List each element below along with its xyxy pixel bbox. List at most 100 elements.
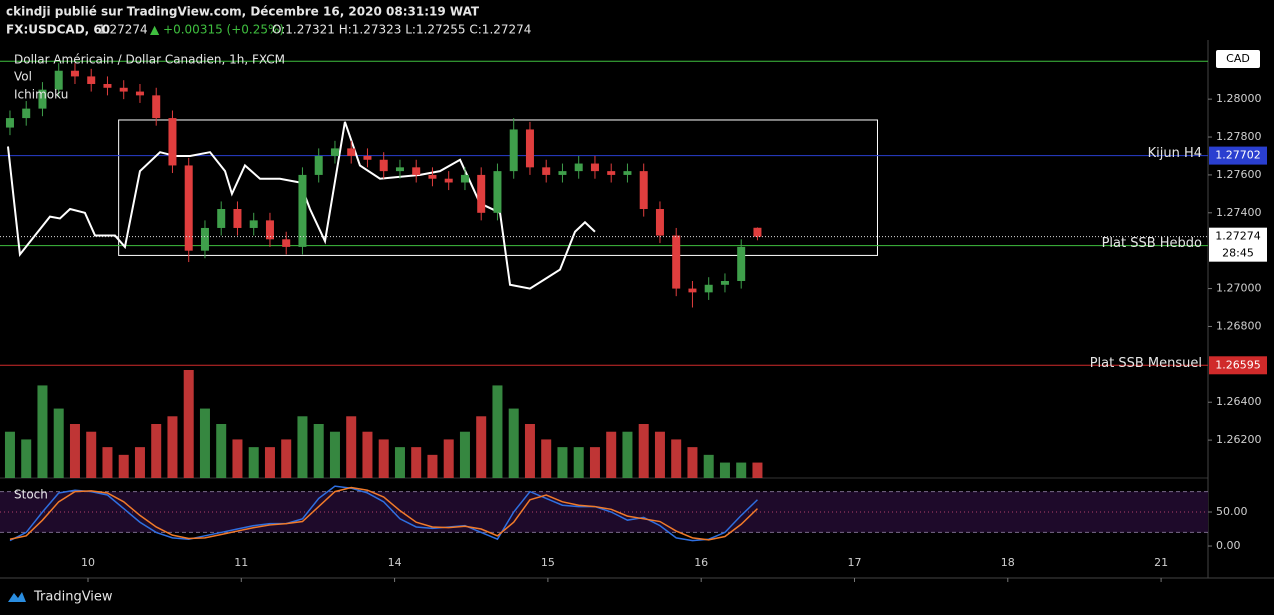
candle-body (753, 227, 762, 237)
candle-body (525, 129, 534, 168)
level-label: Kijun H4 (1148, 146, 1202, 161)
volume-bar (671, 439, 682, 478)
volume-bar (216, 424, 227, 478)
last-price-tag (1209, 227, 1267, 262)
candle-body (119, 87, 128, 92)
volume-bar (21, 439, 32, 478)
level-tag (1209, 146, 1267, 165)
x-tick-label: 16 (694, 556, 708, 569)
volume-bar (524, 424, 535, 478)
volume-bar (427, 454, 438, 478)
chart-title: Dollar Américain / Dollar Canadien, 1h, … (14, 53, 285, 67)
level-label: Plat SSB Hebdo (1102, 236, 1202, 251)
candle-body (233, 209, 242, 228)
volume-bar (541, 439, 552, 478)
x-tick-label: 10 (81, 556, 95, 569)
volume-bar (606, 431, 617, 478)
y-tick-label: 1.26400 (1216, 395, 1262, 408)
volume-bar (752, 462, 763, 478)
y-tick-label: 1.27000 (1216, 282, 1262, 295)
price: 1.27274 (98, 23, 148, 37)
candle-body (704, 284, 713, 293)
volume-bar (313, 424, 324, 478)
candle-body (509, 129, 518, 172)
candle-body (103, 83, 112, 88)
volume-bar (638, 424, 649, 478)
legend-entry: Ichimoku (14, 88, 68, 102)
footer-brand: TradingView (33, 590, 113, 605)
volume-bar (4, 431, 15, 478)
volume-bar (199, 408, 210, 478)
candle-body (282, 239, 291, 247)
x-tick-label: 15 (541, 556, 555, 569)
volume-bar (102, 447, 113, 478)
volume-bar (53, 408, 64, 478)
candle-body (168, 118, 177, 166)
currency-badge (1216, 50, 1260, 68)
publish-line: ckindji publié sur TradingView.com, Déce… (6, 5, 480, 19)
candle-body (639, 171, 648, 210)
candle-body (22, 108, 31, 119)
stoch-tick-label: 50.00 (1216, 505, 1248, 518)
chikou-line (6, 121, 596, 290)
symbol: FX:USDCAD, 60 (6, 23, 110, 37)
candle-body (87, 76, 96, 84)
candle-body (70, 70, 79, 77)
volume-bar (719, 462, 730, 478)
candle-body (217, 209, 226, 228)
x-tick-label: 17 (847, 556, 861, 569)
volume-bar (459, 431, 470, 478)
volume-bar (476, 416, 487, 478)
footer-logo (8, 592, 26, 602)
volume-bar (86, 431, 97, 478)
candle-body (607, 171, 616, 175)
volume-bar (118, 454, 129, 478)
stoch-line (9, 485, 758, 542)
volume-bar (69, 424, 80, 478)
candle-body (412, 167, 421, 175)
level-label: Plat SSB Mensuel (1090, 356, 1202, 371)
y-tick-label: 1.28000 (1216, 92, 1262, 105)
volume-bar (264, 447, 275, 478)
volume-bar (37, 385, 48, 478)
level-tag-label: 1.27702 (1215, 149, 1261, 162)
volume-bar (443, 439, 454, 478)
level-tag-label: 1.26595 (1215, 358, 1261, 371)
candle-body (38, 89, 47, 109)
candle-body (428, 174, 437, 179)
y-tick-label: 1.26200 (1216, 433, 1262, 446)
volume-bar (378, 439, 389, 478)
candle-body (444, 178, 453, 183)
candle-body (152, 95, 161, 119)
range-box (118, 119, 878, 256)
volume-bar (281, 439, 292, 478)
candle-body (688, 288, 697, 293)
candle-body (5, 118, 14, 128)
change: ▲ +0.00315 (+0.25%) (150, 23, 284, 37)
volume-bar (232, 439, 243, 478)
volume-bar (134, 447, 145, 478)
volume-bar (736, 462, 747, 478)
volume-bar (329, 431, 340, 478)
candle-body (265, 220, 274, 240)
last-price-label: 1.27274 (1215, 230, 1261, 243)
volume-bar (573, 447, 584, 478)
candle-body (54, 70, 63, 90)
candle-body (574, 163, 583, 172)
candle-body (737, 246, 746, 281)
volume-bar (167, 416, 178, 478)
currency: CAD (1226, 52, 1250, 65)
candle-body (249, 220, 258, 228)
candle-body (590, 163, 599, 172)
ohlc: O:1.27321 H:1.27323 L:1.27255 C:1.27274 (272, 23, 531, 37)
x-tick-label: 21 (1154, 556, 1168, 569)
volume-bar (703, 454, 714, 478)
y-tick-label: 1.27400 (1216, 206, 1262, 219)
volume-bar (654, 431, 665, 478)
candle-body (135, 91, 144, 96)
volume-bar (151, 424, 162, 478)
volume-bar (622, 431, 633, 478)
y-tick-label: 1.27600 (1216, 168, 1262, 181)
volume-bar (411, 447, 422, 478)
